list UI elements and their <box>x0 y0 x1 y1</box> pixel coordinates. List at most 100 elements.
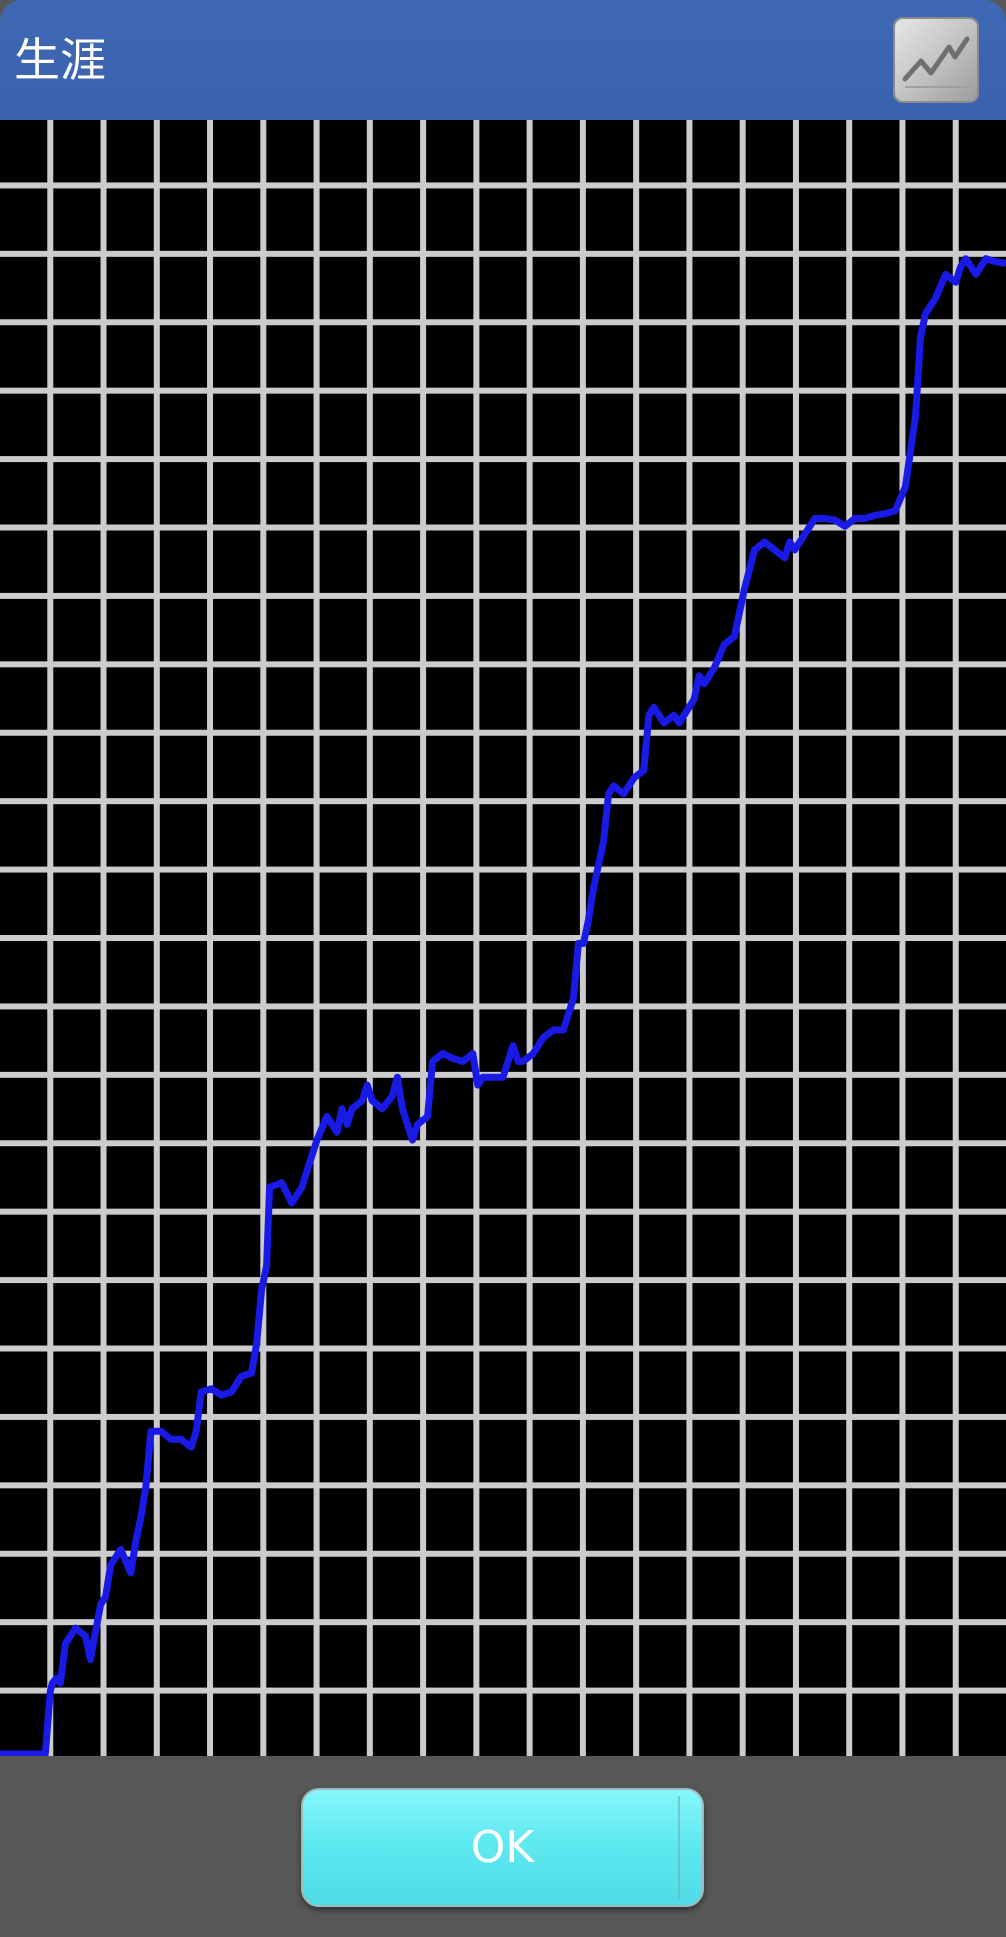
grid-cell <box>852 1146 900 1209</box>
grid-cell <box>532 667 580 730</box>
grid-cell <box>266 1488 314 1551</box>
grid-cell <box>426 188 474 251</box>
grid-cell <box>213 1146 261 1209</box>
grid-cell <box>0 1625 48 1688</box>
grid-cell <box>106 872 154 935</box>
grid-cell <box>585 1488 634 1551</box>
grid-cell <box>692 1283 740 1346</box>
grid-cell <box>0 667 48 730</box>
grid-cell <box>852 735 900 799</box>
grid-cell <box>532 1077 580 1141</box>
grid-cell <box>798 393 847 457</box>
grid-cell <box>426 1488 474 1551</box>
grid-cell <box>159 1556 208 1620</box>
grid-cell <box>372 804 421 867</box>
grid-cell <box>426 735 474 799</box>
grid-cell <box>213 735 261 799</box>
grid-cell <box>106 598 154 662</box>
grid-cell <box>0 325 48 388</box>
grid-cell <box>532 735 580 799</box>
grid-cell <box>479 667 527 730</box>
grid-cell <box>0 1419 48 1483</box>
grid-cell <box>372 188 421 251</box>
grid-cell <box>692 188 740 251</box>
grid-cell <box>692 872 740 935</box>
grid-cell <box>319 1009 367 1072</box>
grid-cell <box>106 256 154 320</box>
grid-cell <box>692 530 740 593</box>
grid-cell <box>213 1556 261 1620</box>
grid-cell <box>479 1214 527 1278</box>
grid-cell <box>958 1077 1006 1141</box>
grid-cell <box>905 1146 953 1209</box>
grid-cell <box>159 735 208 799</box>
grid-cell <box>372 1283 421 1346</box>
grid-cell <box>745 872 793 935</box>
grid-cell <box>372 325 421 388</box>
grid-cell <box>745 1351 793 1414</box>
grid-cell <box>692 462 740 525</box>
grid-cell <box>532 530 580 593</box>
grid-cell <box>479 1556 527 1620</box>
grid-cell <box>426 1077 474 1141</box>
grid-cell <box>106 462 154 525</box>
grid-cell <box>53 941 101 1004</box>
grid-cell <box>585 120 634 183</box>
grid-cell <box>213 1693 261 1756</box>
grid-cell <box>479 941 527 1004</box>
grid-cell <box>532 804 580 867</box>
grid-cell <box>372 393 421 457</box>
grid-cell <box>0 1146 48 1209</box>
grid-cell <box>745 667 793 730</box>
grid-cell <box>53 872 101 935</box>
grid-cell <box>159 462 208 525</box>
grid-cell <box>798 1146 847 1209</box>
grid-cell <box>532 1214 580 1278</box>
grid-cell <box>852 530 900 593</box>
grid-cell <box>319 120 367 183</box>
grid-cell <box>958 872 1006 935</box>
grid-cell <box>426 1419 474 1483</box>
grid-cell <box>852 256 900 320</box>
ok-button-label: OK <box>470 1822 535 1873</box>
grid-cell <box>745 598 793 662</box>
grid-cell <box>958 1214 1006 1278</box>
grid-cell <box>585 325 634 388</box>
grid-cell <box>0 1556 48 1620</box>
grid-cell <box>479 1625 527 1688</box>
grid-cell <box>53 1488 101 1551</box>
grid-cell <box>319 393 367 457</box>
grid-cell <box>905 1077 953 1141</box>
grid-cell <box>639 256 687 320</box>
grid-cell <box>958 1351 1006 1414</box>
grid-cell <box>479 1693 527 1756</box>
grid-cell <box>852 1625 900 1688</box>
grid-cell <box>798 462 847 525</box>
grid-cell <box>372 1556 421 1620</box>
grid-cell <box>479 530 527 593</box>
grid-cell <box>266 393 314 457</box>
grid-cell <box>319 188 367 251</box>
grid-cell <box>372 872 421 935</box>
grid-cell <box>798 325 847 388</box>
ok-button[interactable]: OK <box>301 1788 704 1907</box>
line-chart-button[interactable] <box>893 17 979 103</box>
grid-cell <box>532 598 580 662</box>
grid-cell <box>213 872 261 935</box>
grid-cell <box>639 941 687 1004</box>
grid-cell <box>159 667 208 730</box>
grid-cell <box>53 1077 101 1141</box>
grid-cell <box>319 1283 367 1346</box>
grid-cell <box>798 1077 847 1141</box>
grid-cell <box>532 1625 580 1688</box>
grid-cell <box>106 941 154 1004</box>
grid-cell <box>266 1214 314 1278</box>
grid-cell <box>213 1283 261 1346</box>
grid-cell <box>905 872 953 935</box>
grid-cell <box>426 872 474 935</box>
grid-cell <box>905 120 953 183</box>
grid-cell <box>266 120 314 183</box>
grid-cell <box>106 530 154 593</box>
grid-cell <box>745 1009 793 1072</box>
grid-cell <box>639 462 687 525</box>
